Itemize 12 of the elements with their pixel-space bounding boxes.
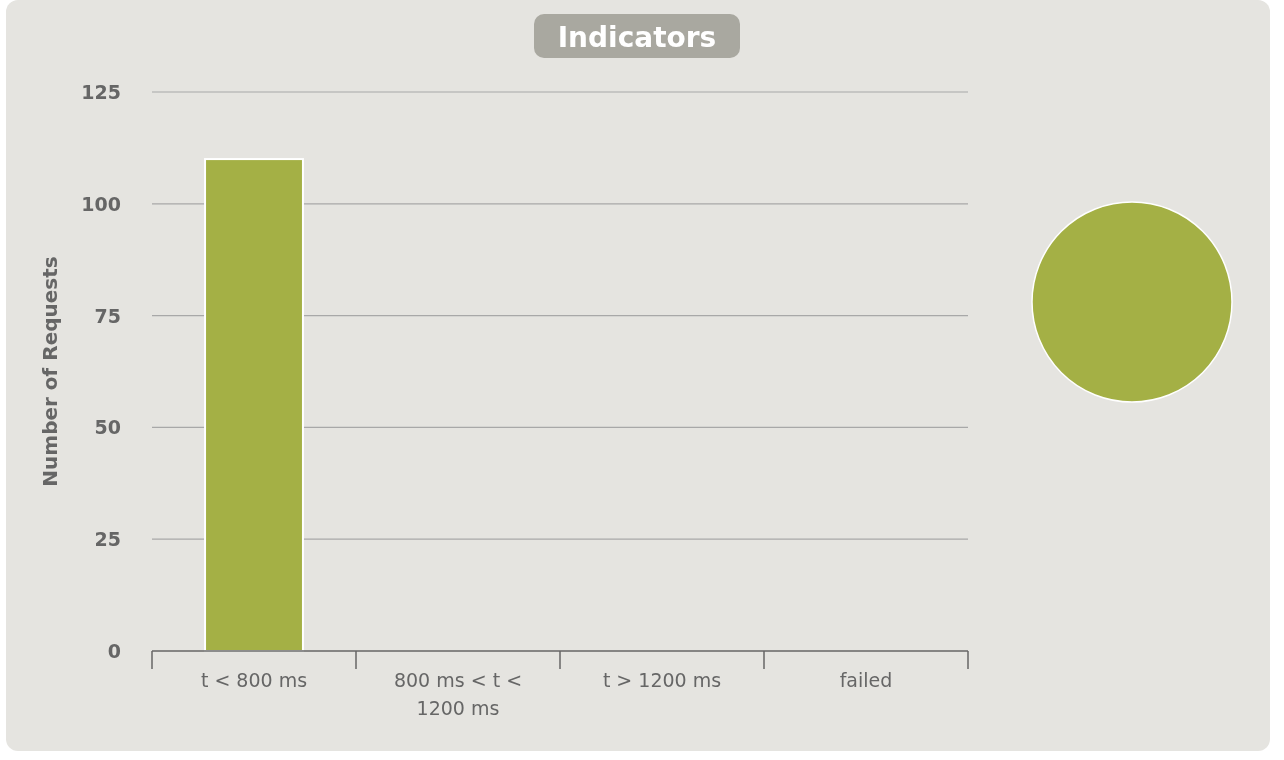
y-tick-label: 0 [107,640,121,662]
x-tick-label: t > 1200 ms [602,669,722,691]
y-tick-label: 75 [94,304,121,327]
x-tick-label: failed [839,669,893,691]
chart-title: Indicators [557,21,717,54]
x-tick-label: t < 800 ms [200,669,308,691]
y-tick-label: 125 [81,81,121,103]
x-tick-label: 800 ms < t < 1200 ms [393,669,523,719]
y-axis-title: Number of Requests [38,256,62,487]
y-tick-label: 100 [81,192,121,215]
y-tick-label: 50 [94,416,121,439]
y-tick-label: 25 [94,528,121,551]
